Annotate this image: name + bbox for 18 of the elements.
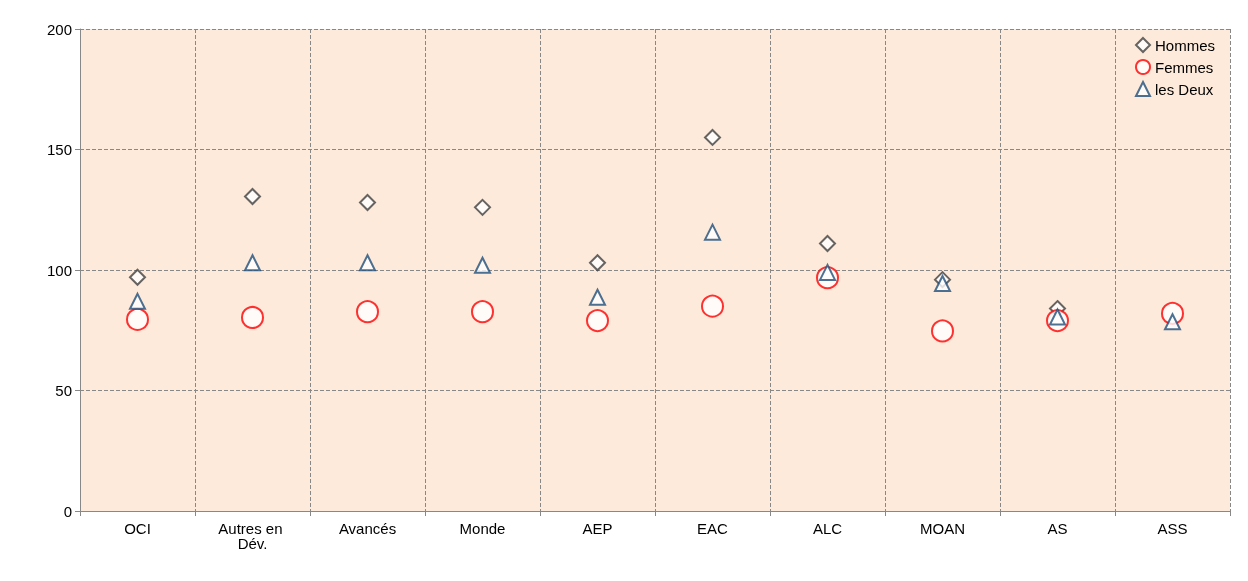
x-tick-label: Monde bbox=[459, 520, 506, 537]
x-tick-label: ASS bbox=[1157, 520, 1188, 537]
x-tick-label: AS bbox=[1047, 520, 1068, 537]
y-tick-label: 200 bbox=[46, 20, 72, 38]
legend-label: les Deux bbox=[1154, 80, 1214, 98]
x-tick-label: MOAN bbox=[920, 520, 965, 537]
x-tick-label: EAC bbox=[697, 520, 729, 537]
x-tick-label: Autres en Dév. bbox=[218, 520, 287, 552]
y-tick-label: 0 bbox=[63, 502, 72, 520]
x-tick-label: AEP bbox=[582, 520, 613, 537]
x-tick-label: Avancés bbox=[338, 520, 397, 537]
x-tick-label: ALC bbox=[812, 520, 843, 537]
legend-label: Femmes bbox=[1154, 58, 1214, 76]
x-tick-label: OCI bbox=[124, 520, 151, 537]
legend-label: Hommes bbox=[1154, 36, 1216, 54]
y-tick-label: 100 bbox=[46, 261, 72, 279]
y-tick-label: 150 bbox=[46, 141, 72, 158]
y-tick-label: 50 bbox=[55, 382, 72, 399]
